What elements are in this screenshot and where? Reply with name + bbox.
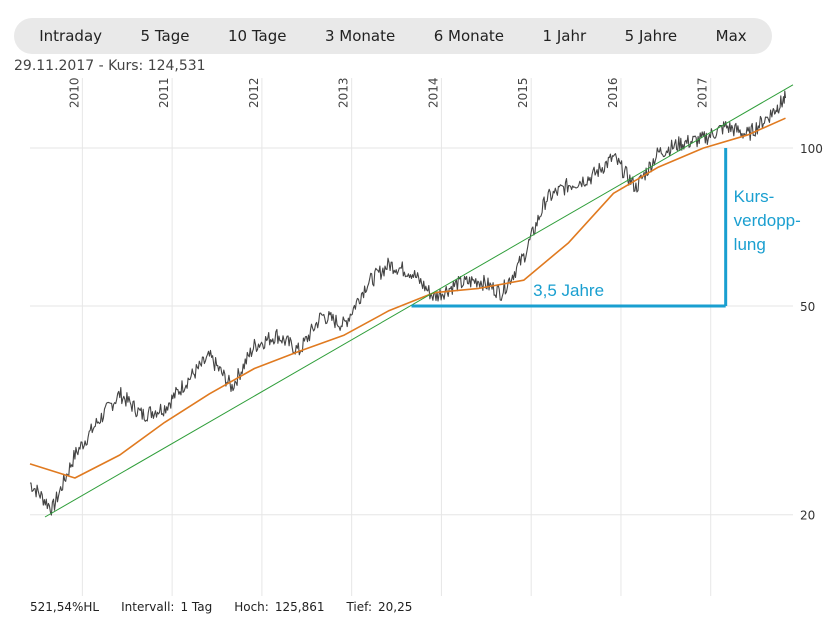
quote-date: 29.11.2017 — [14, 58, 95, 74]
year-tick-label: 2017 — [696, 77, 710, 108]
annotation-duration-label: 3,5 Jahre — [533, 281, 604, 300]
tab-3-monate[interactable]: 3 Monate — [324, 27, 396, 45]
tab-10-tage[interactable]: 10 Tage — [227, 27, 287, 45]
year-tick-label: 2016 — [606, 77, 620, 108]
year-tick-label: 2014 — [426, 77, 440, 108]
annotation-doubling-label: lung — [734, 235, 766, 254]
quote-price: - Kurs: 124,531 — [98, 58, 206, 74]
annotation-doubling-label: Kurs- — [734, 187, 775, 206]
price-line — [29, 90, 787, 516]
tab-6-monate[interactable]: 6 Monate — [433, 27, 504, 45]
trend-line — [44, 84, 794, 518]
range-tab-bar: Intraday 5 Tage 10 Tage 3 Monate 6 Monat… — [14, 18, 772, 54]
change-percent: 521,54%HL — [30, 600, 100, 614]
low-value: 20,25 — [378, 600, 413, 614]
low-label: Tief: — [346, 600, 372, 614]
interval-label: Intervall: — [121, 600, 175, 614]
interval-value: 1 Tag — [180, 600, 213, 614]
tab-1-jahr[interactable]: 1 Jahr — [542, 27, 587, 45]
chart-footer: 521,54%HL Intervall: 1 Tag Hoch: 125,861 T… — [30, 600, 412, 614]
quote-line: 29.11.2017 - Kurs: 124,531 — [14, 58, 206, 74]
y-tick-label: 100 — [800, 142, 823, 156]
year-tick-label: 2013 — [337, 77, 351, 108]
high-label: Hoch: — [234, 600, 269, 614]
year-tick-label: 2015 — [516, 77, 530, 108]
moving-average-line — [29, 117, 786, 479]
high-value: 125,861 — [274, 600, 325, 614]
tab-max[interactable]: Max — [715, 27, 747, 45]
year-tick-label: 2010 — [67, 77, 81, 108]
year-tick-label: 2012 — [247, 77, 261, 108]
tab-5-jahre[interactable]: 5 Jahre — [624, 27, 678, 45]
year-tick-label: 2011 — [157, 77, 171, 108]
annotation-doubling-label: verdopp- — [734, 211, 801, 230]
tab-5-tage[interactable]: 5 Tage — [140, 27, 190, 45]
y-tick-label: 50 — [800, 300, 815, 314]
y-tick-label: 20 — [800, 509, 815, 523]
tab-intraday[interactable]: Intraday — [39, 27, 103, 45]
